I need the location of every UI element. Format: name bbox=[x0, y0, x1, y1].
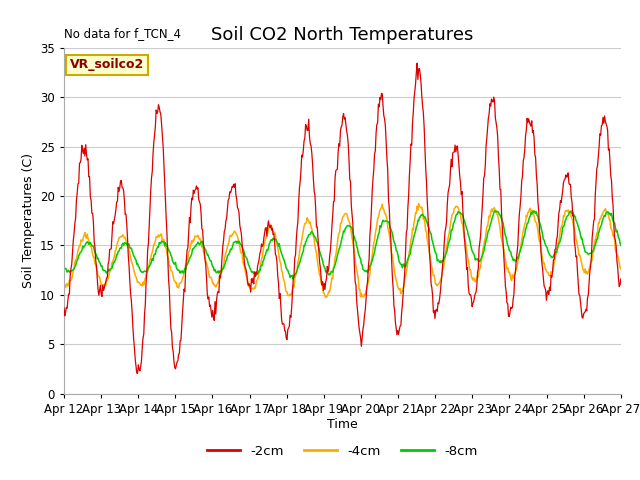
Title: Soil CO2 North Temperatures: Soil CO2 North Temperatures bbox=[211, 25, 474, 44]
Y-axis label: Soil Temperatures (C): Soil Temperatures (C) bbox=[22, 153, 35, 288]
Text: VR_soilco2: VR_soilco2 bbox=[70, 59, 144, 72]
Legend: -2cm, -4cm, -8cm: -2cm, -4cm, -8cm bbox=[202, 440, 483, 463]
Text: No data for f_TCN_4: No data for f_TCN_4 bbox=[64, 27, 181, 40]
X-axis label: Time: Time bbox=[327, 419, 358, 432]
